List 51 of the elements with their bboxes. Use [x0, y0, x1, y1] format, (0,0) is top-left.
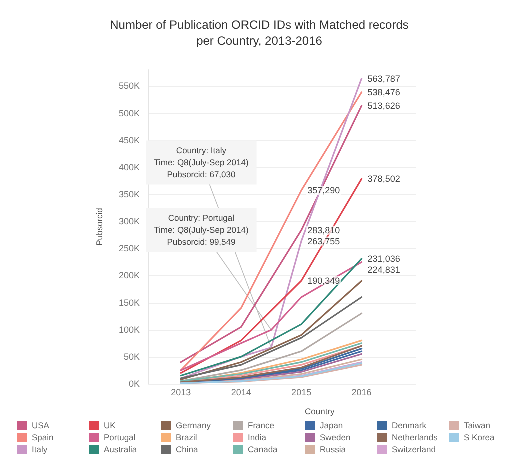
data-label: 563,787	[368, 74, 400, 84]
legend-label: Canada	[248, 444, 278, 454]
legend-label: Taiwan	[464, 420, 491, 430]
legend-label: Japan	[320, 420, 344, 430]
legend-label: S Korea	[464, 432, 495, 442]
legend-label: France	[248, 420, 275, 430]
legend-label: UK	[104, 420, 116, 430]
legend-label: Denmark	[392, 420, 428, 430]
legend-label: Brazil	[176, 432, 198, 442]
legend-title: Country	[305, 406, 336, 416]
annotation: Country: Italy Time: Q8(July-Sep 2014) Pubsorcid: 67,030	[154, 146, 249, 180]
x-tick-label: 2015	[292, 388, 312, 398]
annotation: Country: Portugal Time: Q8(July-Sep 2014) Pubsorcid: 99,549	[154, 213, 249, 248]
x-tick-label: 2016	[352, 388, 372, 398]
y-tick-label: 550K	[118, 81, 140, 92]
y-tick-label: 350K	[118, 190, 140, 200]
data-label: 224,831	[368, 264, 400, 275]
x-tick-label: 2014	[231, 388, 252, 398]
legend-label: Sweden	[320, 432, 351, 442]
y-axis-title: Pubsorcid	[94, 208, 104, 246]
y-tick-label: 400K	[118, 162, 140, 172]
y-tick-label: 200K	[118, 270, 140, 281]
x-tick-label: 2013	[171, 388, 192, 398]
y-tick-label: 50K	[124, 352, 140, 362]
data-label: 283,810	[308, 225, 340, 236]
legend-label: Germany	[176, 420, 212, 430]
legend-label: Russia	[320, 444, 346, 454]
y-tick-label: 450K	[118, 135, 140, 146]
data-label: 190,349	[308, 276, 340, 286]
chart-title: Number of Publication ORCID IDs with Matched records per Country, 2013-2016	[110, 18, 409, 48]
data-label: 378,502	[368, 174, 400, 184]
y-tick-label: 250K	[118, 244, 140, 254]
y-tick-label: 150K	[118, 298, 140, 308]
data-label: 513,626	[368, 100, 400, 111]
legend-label: Spain	[32, 432, 54, 442]
y-tick-label: 300K	[118, 216, 140, 227]
legend-label: Switzerland	[392, 444, 436, 454]
legend-label: Australia	[104, 444, 138, 454]
y-tick-label: 100K	[118, 324, 140, 335]
data-label: 263,755	[308, 236, 340, 246]
data-label: 538,476	[368, 87, 400, 98]
legend-label: India	[248, 432, 267, 442]
legend-label: USA	[32, 420, 50, 430]
legend-label: Netherlands	[392, 432, 438, 442]
legend-label: China	[176, 444, 198, 454]
y-tick-label: 0K	[128, 379, 140, 389]
data-label: 231,036	[368, 254, 400, 264]
data-label: 357,290	[308, 186, 340, 196]
y-tick-label: 500K	[118, 108, 140, 118]
legend-label: Portugal	[104, 432, 136, 442]
legend-label: Italy	[32, 444, 48, 454]
